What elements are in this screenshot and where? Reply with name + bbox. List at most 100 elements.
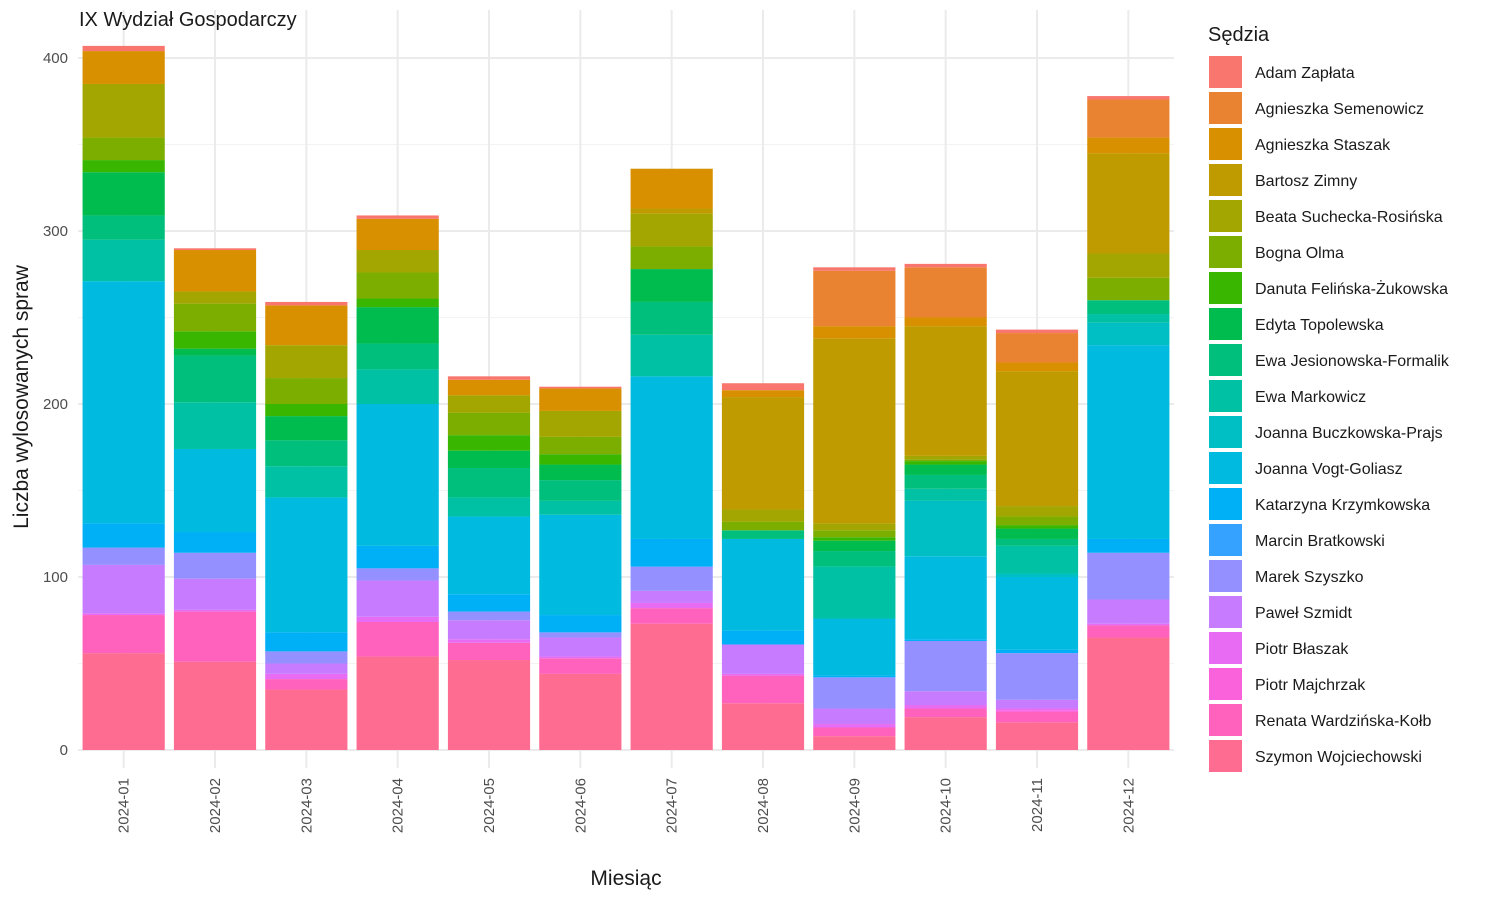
bar-segment — [173, 611, 257, 662]
bar-segment — [904, 641, 987, 692]
bar-segment — [539, 388, 622, 411]
bar-segment — [539, 386, 622, 389]
bar-segment — [904, 691, 987, 706]
legend-label: Paweł Szmidt — [1255, 605, 1352, 622]
bar-segment — [539, 480, 622, 501]
x-tick-label: 2024-05 — [481, 778, 498, 833]
bar-segment — [82, 239, 165, 282]
bar-segment — [173, 402, 257, 449]
legend-key — [1209, 200, 1242, 232]
bar-segment — [539, 454, 622, 465]
legend-key — [1209, 452, 1242, 484]
bar-segment — [721, 397, 805, 510]
bar-segment — [82, 215, 165, 240]
bar-segment — [904, 717, 987, 750]
legend-key — [1209, 524, 1242, 556]
bar-segment — [539, 658, 622, 674]
bar-segment — [904, 474, 987, 489]
legend-label: Bartosz Zimny — [1255, 173, 1357, 190]
x-tick-label: 2024-09 — [846, 778, 863, 833]
bar-segment — [995, 538, 1079, 546]
y-tick-label: 0 — [60, 742, 68, 759]
bar-segment — [173, 248, 257, 251]
legend-key — [1209, 56, 1242, 88]
y-tick-label: 300 — [43, 223, 68, 240]
bar-segment — [721, 509, 805, 522]
bar-segment — [1087, 345, 1170, 539]
bar-segment — [721, 383, 805, 391]
bar-segment — [1087, 96, 1170, 100]
bar-segment — [356, 369, 439, 404]
axes: 0 100 200 300 400 2024-01 2024-02 2024-03 2024-0… — [43, 50, 1137, 833]
bar-segment — [356, 404, 439, 546]
bar-segment — [995, 722, 1079, 750]
bar-segment — [721, 630, 805, 645]
bar-segment — [630, 334, 713, 377]
bar-segment — [630, 602, 713, 609]
bar-segment — [1087, 599, 1170, 624]
bar-segment — [721, 673, 805, 676]
bar-segment — [447, 611, 531, 621]
legend-label: Marcin Bratkowski — [1255, 533, 1385, 550]
legend-label: Ewa Markowicz — [1255, 389, 1366, 406]
bar-segment — [904, 267, 987, 318]
bar-segment — [904, 461, 987, 465]
bar-segment — [813, 675, 896, 678]
bars — [82, 45, 1170, 750]
bar-segment — [995, 516, 1079, 526]
bar-segment — [813, 338, 896, 524]
bar-segment — [995, 699, 1079, 709]
legend-key — [1209, 668, 1242, 700]
bar-segment — [82, 653, 165, 750]
bar-segment — [356, 580, 439, 617]
bar-segment — [1087, 637, 1170, 750]
bar-segment — [173, 532, 257, 553]
bar-segment — [813, 677, 896, 709]
bar-segment — [356, 343, 439, 370]
bar-segment — [356, 616, 439, 622]
bar-segment — [539, 615, 622, 633]
bar-segment — [447, 376, 531, 380]
legend-key — [1209, 308, 1242, 340]
bar-segment — [265, 651, 348, 664]
bar-segment — [82, 137, 165, 161]
legend-key — [1209, 740, 1242, 772]
bar-segment — [904, 317, 987, 327]
legend-key — [1209, 92, 1242, 124]
legend-label: Agnieszka Semenowicz — [1255, 101, 1424, 118]
bar-segment — [265, 440, 348, 467]
bar-segment — [447, 516, 531, 595]
x-tick-label: 2024-02 — [207, 778, 224, 833]
bar-segment — [813, 724, 896, 728]
legend-label: Adam Zapłata — [1255, 65, 1355, 82]
bar-segment — [173, 448, 257, 533]
bar-segment — [447, 660, 531, 750]
bar-segment — [904, 464, 987, 475]
bar-segment — [995, 577, 1079, 650]
bar-segment — [539, 410, 622, 437]
bar-segment — [265, 305, 348, 346]
bar-segment — [173, 661, 257, 750]
bar-segment — [995, 710, 1079, 712]
legend-key — [1209, 560, 1242, 592]
bar-segment — [539, 637, 622, 657]
bar-segment — [1087, 99, 1170, 138]
bar-segment — [995, 649, 1079, 654]
bar-segment — [265, 301, 348, 306]
bar-segment — [539, 500, 622, 515]
bar-segment — [447, 395, 531, 413]
bar-segment — [82, 523, 165, 548]
x-tick-label: 2024-08 — [755, 778, 772, 833]
bar-segment — [995, 528, 1079, 539]
bar-segment — [447, 497, 531, 517]
legend-title: Sędzia — [1208, 24, 1270, 46]
legend-key — [1209, 164, 1242, 196]
bar-segment — [539, 514, 622, 616]
x-tick-label: 2024-03 — [298, 778, 315, 833]
legend-key — [1209, 344, 1242, 376]
bar-segment — [265, 673, 348, 680]
bar-segment — [1087, 137, 1170, 154]
bar-segment — [904, 556, 987, 640]
legend-label: Renata Wardzińska-Kołb — [1255, 713, 1431, 730]
bar-segment — [721, 644, 805, 674]
